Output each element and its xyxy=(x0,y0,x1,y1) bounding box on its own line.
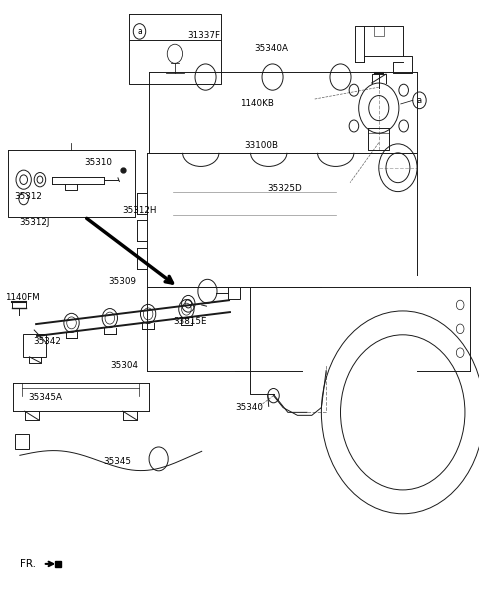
Text: 35312H: 35312H xyxy=(123,206,157,215)
Text: 35312: 35312 xyxy=(14,192,42,201)
Text: 35342: 35342 xyxy=(33,337,61,346)
Text: 1140FM: 1140FM xyxy=(5,293,40,303)
Text: a: a xyxy=(417,96,422,105)
Text: 35312J: 35312J xyxy=(19,218,49,227)
Text: 35310: 35310 xyxy=(84,158,112,167)
Bar xyxy=(228,287,240,299)
Text: 35304: 35304 xyxy=(111,361,139,370)
Text: 1140KB: 1140KB xyxy=(240,99,274,108)
Text: 35340: 35340 xyxy=(235,403,263,412)
Text: 33100B: 33100B xyxy=(245,141,279,150)
Text: 31337F: 31337F xyxy=(187,31,220,40)
Text: FR.: FR. xyxy=(20,559,36,569)
Text: 35340A: 35340A xyxy=(254,44,288,53)
Text: 35345A: 35345A xyxy=(28,393,62,402)
Text: 35325D: 35325D xyxy=(268,184,302,193)
Text: 35309: 35309 xyxy=(108,277,136,286)
Text: 33815E: 33815E xyxy=(173,317,206,326)
Text: a: a xyxy=(137,27,142,36)
Bar xyxy=(23,334,46,357)
Text: 35345: 35345 xyxy=(104,457,132,466)
Bar xyxy=(15,434,29,449)
